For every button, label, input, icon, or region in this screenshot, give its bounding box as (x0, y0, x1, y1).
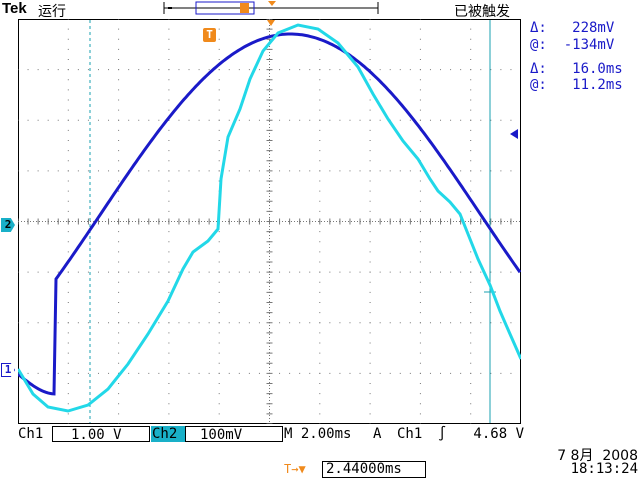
horizontal-delay-icon: T→▼ (284, 462, 306, 476)
trigger-marker[interactable]: T (203, 28, 216, 42)
record-position-indicator (163, 1, 379, 15)
cursor-v-delta: Δ: 228mV (530, 20, 615, 36)
ch1-ground-marker[interactable]: 1 (1, 363, 15, 377)
settings-bar: Ch1 1.00 V Ch2 100mV M 2.00ms A Ch1 ∫ 4.… (18, 426, 524, 443)
graticule (18, 19, 521, 424)
trigger-level[interactable]: 4.68 V (473, 426, 524, 442)
trigger-mode: A (373, 426, 382, 442)
run-state: 运行 (38, 4, 66, 20)
ch2-ground-marker[interactable]: 2 (1, 218, 15, 232)
ch2-waveform (18, 23, 521, 413)
trigger-state: 已被触发 (454, 4, 510, 20)
brand-logo: Tek (2, 0, 27, 17)
cursor-v-at: @: -134mV (530, 37, 615, 53)
timebase[interactable]: M 2.00ms (284, 426, 352, 442)
cursor-t-delta: Δ: 16.0ms (530, 61, 623, 77)
ch2-scale[interactable]: 100mV (185, 426, 283, 443)
ch1-scale[interactable]: 1.00 V (52, 426, 150, 443)
ch1-label[interactable]: Ch1 (18, 426, 44, 442)
date: 7 8月 2008 (557, 448, 638, 464)
trigger-level-arrow (510, 129, 518, 139)
ch1-waveform (18, 32, 521, 396)
status-bar: Tek 运行 已被触发 (0, 0, 640, 20)
cursor-t-at: @: 11.2ms (530, 77, 623, 93)
time: 18:13:24 (570, 461, 638, 477)
ch2-label[interactable]: Ch2 (151, 426, 186, 442)
trigger-source[interactable]: Ch1 (397, 426, 423, 442)
horizontal-delay-value[interactable]: 2.44000ms (322, 461, 426, 478)
waveform-display[interactable] (18, 19, 521, 424)
trigger-slope-icon[interactable]: ∫ (438, 426, 447, 442)
trigger-position-marker (267, 20, 275, 26)
